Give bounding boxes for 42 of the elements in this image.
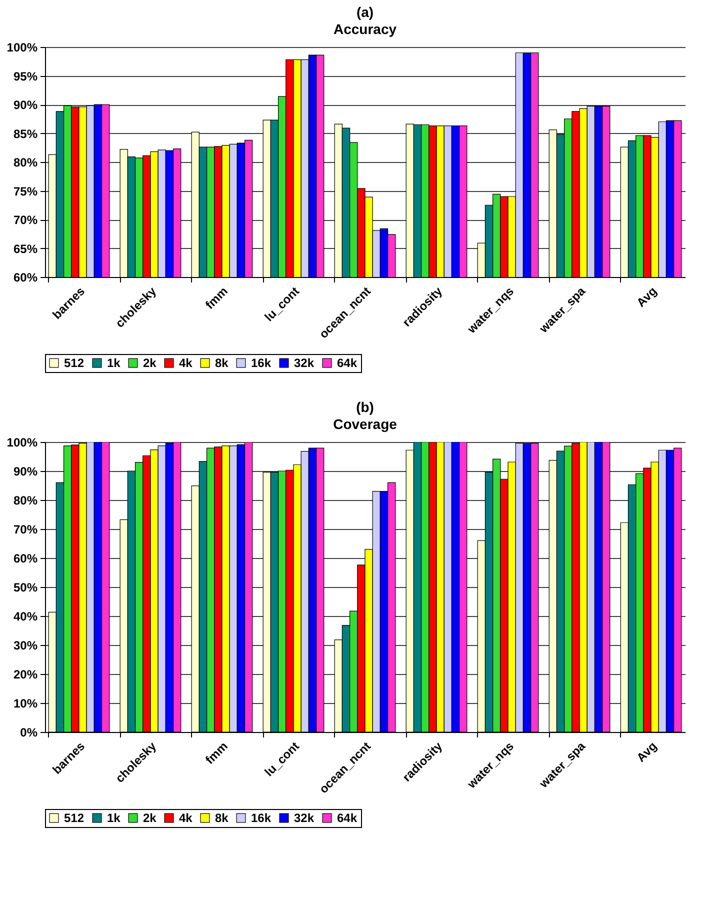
y-tick-label: 60% [13,270,38,284]
y-tick-label: 40% [13,610,38,624]
chart-title: (a) [356,4,374,20]
legend-label: 16k [251,356,272,370]
legend-label: 32k [294,356,314,370]
legend-label: 512 [64,356,84,370]
legend-label: 64k [337,811,358,825]
legend-label: 8k [215,356,229,370]
legend-label: 8k [215,811,229,825]
y-tick-label: 90% [13,98,38,112]
y-tick-label: 0% [20,726,38,740]
y-tick-label: 95% [13,69,38,84]
y-tick-label: 75% [13,184,38,198]
legend-label: 4k [179,811,193,825]
x-tick-label: Avg [634,739,660,765]
legend-label: 2k [143,356,157,370]
legend-label: 1k [107,356,121,370]
legend-label: 32k [294,811,314,825]
legend-label: 1k [107,811,121,825]
y-tick-label: 70% [13,213,38,227]
y-tick-label: 100% [6,40,38,54]
y-tick-label: 70% [13,522,38,536]
y-tick-label: 50% [13,580,38,594]
legend-label: 512 [64,811,84,825]
y-tick-label: 90% [13,464,38,478]
legend-label: 2k [143,811,157,825]
y-tick-label: 60% [13,552,38,566]
chart-subtitle: Accuracy [333,21,397,37]
y-tick-label: 80% [13,156,38,170]
y-tick-label: 100% [6,436,38,450]
legend-label: 4k [179,356,193,370]
legend-label: 16k [251,811,272,825]
legend-label: 64k [337,356,358,370]
y-tick-label: 80% [13,494,38,508]
y-tick-label: 20% [13,668,38,682]
y-tick-label: 85% [13,126,38,141]
y-tick-label: 10% [13,696,38,710]
y-tick-label: 65% [13,242,38,256]
y-tick-label: 30% [13,638,38,652]
chart-subtitle: Coverage [333,416,398,432]
chart-title: (b) [356,399,374,415]
x-tick-label: Avg [634,284,660,310]
